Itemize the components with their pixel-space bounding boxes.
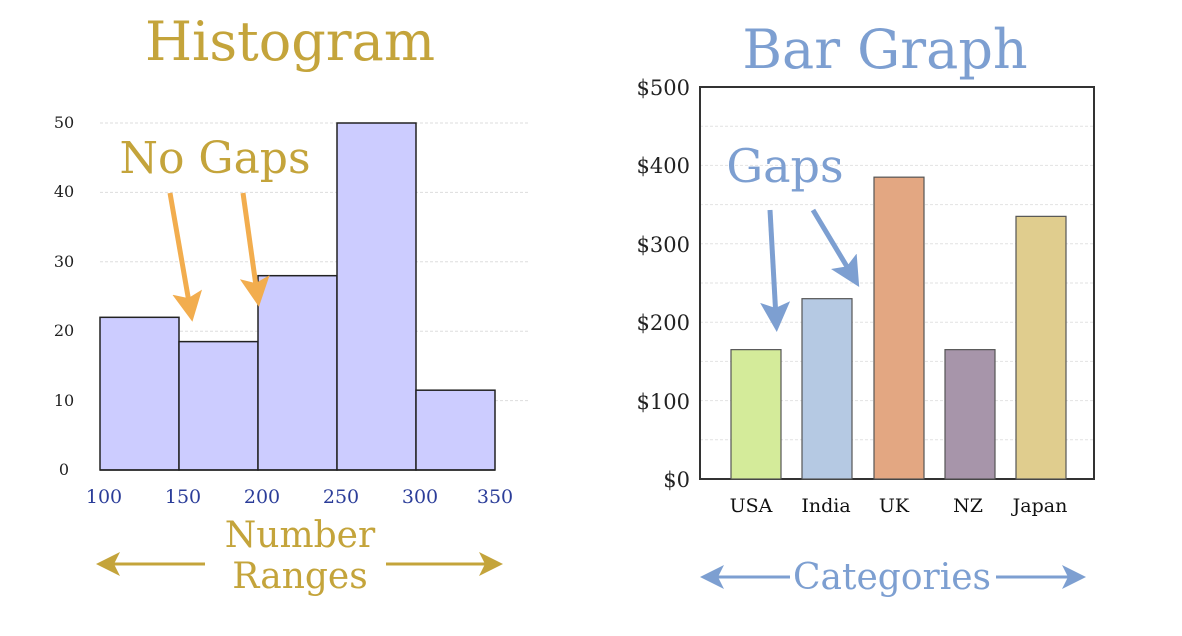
orange-arrow-icon — [167, 192, 203, 322]
bar-india — [801, 298, 853, 480]
histogram-y-ticks: 0 10 20 30 40 50 — [54, 113, 74, 479]
bar-graph-y-tick: $300 — [637, 233, 690, 257]
bar-uk — [873, 176, 925, 480]
bar-japan — [1015, 215, 1067, 480]
blue-arrow-icon — [760, 209, 791, 332]
histogram-bar — [99, 316, 180, 471]
bar-graph-y-tick: $100 — [637, 390, 690, 414]
histogram-bar — [178, 340, 259, 471]
histogram-y-tick: 30 — [54, 252, 74, 271]
histogram-title: Histogram — [145, 10, 435, 73]
bar-graph-y-tick: $500 — [637, 76, 690, 100]
histogram-y-tick: 10 — [54, 391, 74, 410]
bar-graph-y-ticks: $0 $100 $200 $300 $400 $500 — [637, 76, 690, 492]
histogram-x-tick: 300 — [402, 486, 438, 508]
bar-graph-chart: Bar Graph $0 $100 $200 $300 $400 $500 US… — [637, 18, 1095, 598]
bar-graph-x-tick: India — [801, 495, 850, 517]
histogram-x-tick: 250 — [323, 486, 359, 508]
histogram-xlabel-line1: Number — [225, 515, 376, 556]
orange-arrow-icon — [239, 192, 270, 307]
histogram-bar — [336, 122, 417, 471]
histogram-x-tick: 150 — [165, 486, 201, 508]
histogram-chart: Histogram 0 10 20 30 40 50 100 150 200 2… — [54, 10, 528, 597]
bar-graph-title: Bar Graph — [742, 18, 1027, 81]
bar-graph-x-ticks: USA India UK NZ Japan — [730, 495, 1068, 517]
bar-graph-y-tick: $0 — [663, 468, 690, 492]
bar-graph-xlabel: Categories — [793, 557, 991, 598]
histogram-xlabel-line2: Ranges — [232, 556, 367, 597]
histogram-x-tick: 200 — [244, 486, 280, 508]
bar-graph-y-tick: $200 — [637, 311, 690, 335]
bar-graph-x-tick: NZ — [953, 495, 983, 517]
bar-graph-callout: Gaps — [726, 139, 843, 193]
histogram-bars — [99, 122, 496, 471]
histogram-y-tick: 20 — [54, 321, 74, 340]
bar-graph-x-tick: USA — [730, 495, 773, 517]
histogram-x-tick: 100 — [86, 486, 122, 508]
bar-nz — [944, 349, 996, 480]
histogram-callout: No Gaps — [119, 133, 310, 184]
histogram-x-ticks: 100 150 200 250 300 350 — [86, 486, 513, 508]
bar-usa — [730, 349, 782, 480]
histogram-x-tick: 350 — [477, 486, 513, 508]
bar-graph-x-tick: UK — [879, 495, 910, 517]
histogram-bar — [415, 389, 496, 471]
bar-graph-bars — [730, 176, 1067, 480]
histogram-y-tick: 50 — [54, 113, 74, 132]
bar-graph-y-tick: $400 — [637, 154, 690, 178]
histogram-y-tick: 40 — [54, 182, 74, 201]
histogram-bar — [257, 274, 338, 471]
histogram-y-tick: 0 — [59, 460, 69, 479]
bar-graph-x-tick: Japan — [1011, 495, 1068, 517]
blue-arrow-icon — [810, 208, 860, 288]
